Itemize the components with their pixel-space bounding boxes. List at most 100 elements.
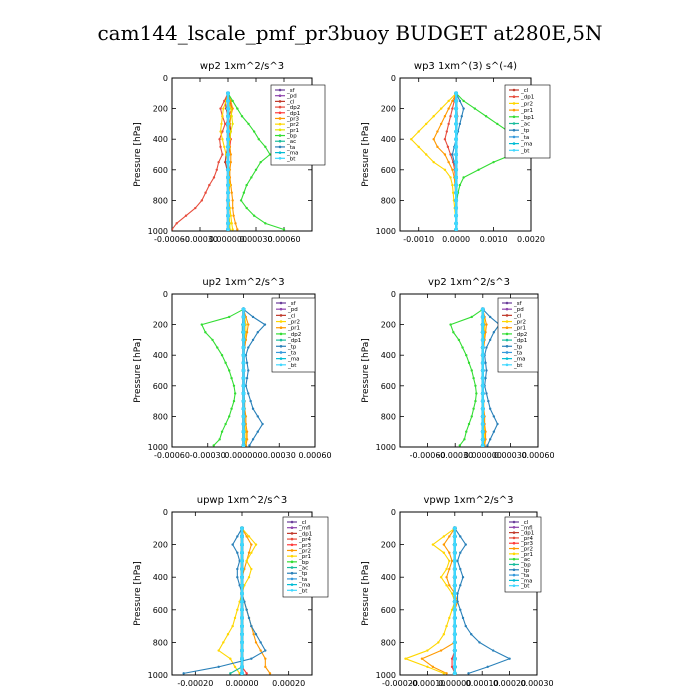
series-point-pr1: [451, 168, 454, 171]
series-point-bt: [241, 406, 246, 411]
series-point-bt: [226, 137, 230, 142]
legend-marker: [279, 357, 283, 360]
series-point-pr1: [250, 567, 253, 571]
panel-title: vpwp 1xm^2/s^3: [423, 495, 513, 506]
series-point-bp: [264, 145, 267, 149]
series-point-dp2: [470, 415, 473, 418]
series-point-bt: [454, 167, 459, 172]
legend-marker: [512, 536, 516, 540]
series-point-tp: [236, 551, 239, 554]
x-tick-label: 0.0000: [442, 235, 470, 244]
series-point-pr3: [450, 657, 454, 660]
series-point-dp2: [458, 444, 461, 447]
series-point-pr1: [448, 616, 451, 620]
series-point-bt: [480, 315, 485, 319]
series-point-tp: [470, 633, 473, 636]
series-point-pr1: [442, 633, 446, 636]
y-tick-label: 400: [153, 135, 168, 144]
legend-marker: [512, 108, 516, 112]
series-point-pr1: [230, 115, 233, 118]
series-point-dp2: [212, 444, 215, 447]
y-axis-label: Pressure [hPa]: [361, 561, 371, 626]
legend-marker: [279, 314, 283, 317]
legend-entry: _tp: [287, 344, 297, 350]
series-point-bt: [454, 183, 459, 188]
legend-entry: _bt: [286, 156, 296, 162]
legend-marker: [505, 351, 509, 354]
series-point-bp1: [492, 160, 495, 164]
legend-marker: [278, 111, 282, 115]
series-point-bt: [240, 550, 244, 555]
series-point-dp2: [211, 338, 214, 342]
series-point-dp2: [194, 206, 197, 210]
series-point-bp: [239, 199, 243, 202]
legend-marker: [505, 301, 509, 305]
legend-marker: [279, 326, 283, 330]
series-point-pr1: [432, 138, 435, 141]
chart-panel-2: wp3 1xm^(3) s^(-4) Pressure [hPa] 0 200 400 6…: [361, 61, 551, 244]
series-point-bt: [454, 221, 459, 226]
x-tick-label: 0.00010: [466, 679, 499, 688]
legend-marker: [512, 584, 516, 587]
series-point-pr3: [232, 214, 235, 217]
legend-marker: [290, 560, 294, 564]
y-tick-label: 800: [153, 638, 168, 647]
y-tick-label: 0: [163, 74, 168, 83]
series-point-bt: [241, 360, 246, 365]
series-point-bt: [241, 437, 246, 442]
series-point-bt: [241, 345, 246, 350]
series-point-pr1: [247, 576, 251, 579]
legend-marker: [512, 557, 516, 561]
series-point-pr2: [431, 665, 435, 669]
series-point-pr3: [236, 228, 239, 231]
series-point-dp1: [446, 145, 450, 149]
legend-marker: [505, 332, 509, 336]
legend-entry: _pr2: [520, 101, 533, 107]
legend-entry: _tp: [298, 571, 308, 577]
series-point-bt: [241, 322, 246, 327]
legend-marker: [512, 122, 516, 125]
legend-entry: _pr2: [513, 320, 526, 326]
y-tick-label: 800: [153, 196, 168, 205]
series-point-pr3: [230, 191, 233, 194]
series-point-dp2: [457, 338, 461, 342]
x-tick-label: 0.00030: [494, 451, 527, 460]
legend-marker: [512, 526, 516, 529]
series-point-pr2: [448, 551, 451, 554]
legend-entry: _ta: [520, 135, 529, 141]
series-point-bt: [241, 307, 246, 312]
legend-marker: [290, 537, 294, 541]
legend-marker: [505, 307, 509, 311]
x-tick-label: 0.00020: [493, 679, 526, 688]
series-point-bt: [240, 616, 244, 620]
series-point-bt: [454, 122, 459, 126]
series-point-bt: [480, 338, 485, 342]
series-point-bt: [452, 550, 457, 555]
legend-box: [271, 297, 316, 373]
legend-entry: _ta: [298, 577, 307, 583]
series-point-bt: [480, 360, 485, 365]
legend: _sf_pd_cl_pr2_pr1_dp2_dp1_tp_ta_ma_bt: [497, 297, 539, 373]
legend-marker: [512, 149, 516, 152]
series-point-pr1: [442, 672, 446, 675]
series-point-pr1: [247, 535, 251, 538]
series-point-bt: [454, 129, 459, 134]
series-point-tp: [245, 608, 248, 611]
series-point-bt: [480, 437, 485, 442]
y-tick-label: 400: [381, 135, 396, 144]
legend-marker: [512, 135, 516, 139]
series-point-tp: [492, 415, 496, 418]
legend-marker: [512, 128, 516, 132]
series-point-pr2: [432, 115, 435, 118]
legend-entry: _pr1: [513, 326, 526, 332]
series-point-bp: [268, 153, 272, 156]
series-point-bp1: [496, 122, 499, 126]
series-point-bt: [480, 406, 485, 411]
series-point-bt: [226, 221, 230, 226]
series-point-dp2: [472, 407, 475, 410]
series-point-cl: [224, 160, 227, 164]
series-point-dp1: [445, 130, 448, 133]
series-point-pr1: [229, 130, 232, 133]
y-tick-label: 600: [381, 382, 396, 391]
